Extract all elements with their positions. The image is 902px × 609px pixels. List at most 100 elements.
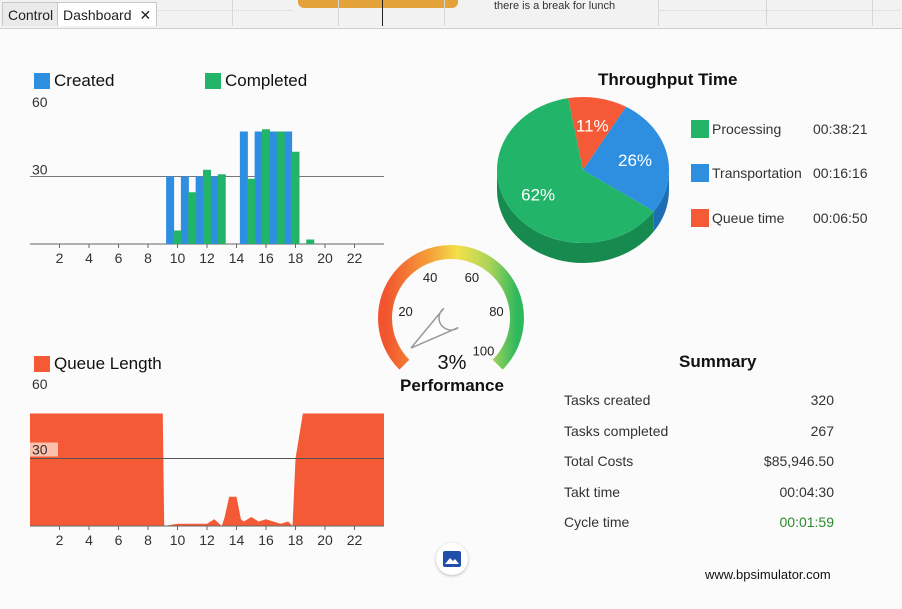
bar-completed (262, 129, 270, 244)
bar-completed (188, 192, 197, 244)
divider (338, 0, 339, 26)
legend-processing-label: Processing (712, 121, 782, 137)
bar-completed (291, 151, 300, 244)
bar-completed (306, 239, 315, 244)
divider (872, 0, 873, 26)
bar-created (180, 176, 189, 244)
y-tick-label: 60 (32, 376, 48, 392)
bar-created (195, 176, 204, 244)
divider (658, 0, 659, 26)
website-link[interactable]: www.bpsimulator.com (705, 567, 831, 582)
summary-value: $85,946.50 (763, 453, 834, 469)
pie-slice-transportation (583, 106, 669, 212)
pie-side (497, 170, 654, 263)
bar-completed (217, 174, 226, 244)
tab-bar: Control Dashboard ✕ there is a break for … (0, 0, 902, 29)
gauge-title: Performance (400, 376, 504, 395)
throughput-title: Throughput Time (598, 70, 738, 89)
close-icon[interactable]: ✕ (139, 7, 152, 23)
summary-label: Tasks created (564, 392, 651, 408)
divider (444, 0, 445, 26)
x-tick-label: 2 (56, 532, 64, 548)
pie-value-label: 26% (618, 151, 652, 170)
queue-area (30, 413, 384, 526)
summary-label: Tasks completed (564, 423, 669, 439)
x-tick-label: 8 (144, 532, 152, 548)
legend-queue-length: Queue Length (34, 354, 162, 374)
divider (232, 0, 233, 26)
x-tick-label: 18 (288, 532, 304, 548)
legend-created-swatch (34, 73, 50, 89)
bar-completed (247, 178, 256, 244)
x-tick-label: 22 (347, 250, 363, 266)
gauge-tick-label: 40 (423, 270, 437, 285)
gauge-tick-label: 60 (465, 270, 479, 285)
x-tick-label: 12 (199, 532, 215, 548)
legend-queue-length-label: Queue Length (54, 354, 162, 373)
legend-queue-time-label: Queue time (712, 210, 785, 226)
gauge-arc (378, 245, 524, 370)
x-tick-label: 22 (347, 532, 363, 548)
tab-dashboard-label: Dashboard (63, 7, 132, 23)
divider (766, 0, 767, 26)
note-tab[interactable] (298, 0, 458, 8)
y-tick-label: 30 (32, 162, 48, 178)
pie-value-label: 11% (576, 116, 609, 135)
x-tick-label: 12 (199, 250, 215, 266)
x-tick-label: 6 (115, 532, 123, 548)
x-tick-label: 4 (85, 532, 93, 548)
gauge-value: 3% (437, 352, 467, 374)
gauge-tick-label: 20 (398, 304, 412, 319)
ruler-dots (158, 10, 293, 17)
summary-title: Summary (679, 352, 757, 371)
legend-completed: Completed (205, 71, 307, 91)
legend-completed-label: Completed (225, 71, 308, 90)
summary-value: 320 (810, 392, 834, 408)
legend-created-label: Created (54, 71, 115, 90)
x-tick-label: 20 (317, 250, 333, 266)
tab-dashboard[interactable]: Dashboard ✕ (57, 2, 158, 26)
x-tick-label: 16 (258, 250, 274, 266)
legend-transportation: Transportation 00:16:16 (691, 164, 891, 182)
summary-label: Takt time (564, 484, 621, 500)
bar-completed (203, 169, 211, 244)
x-tick-label: 16 (258, 532, 274, 548)
legend-queue-time: Queue time 00:06:50 (691, 209, 891, 227)
legend-queue-time-swatch (691, 209, 709, 227)
x-tick-label: 10 (170, 250, 186, 266)
y-tick-label: 30 (32, 442, 48, 458)
bar-created (284, 131, 293, 244)
legend-processing-swatch (691, 120, 709, 138)
legend-transportation-label: Transportation (712, 165, 802, 181)
summary-value: 00:01:59 (779, 514, 835, 530)
y-tick-label: 60 (32, 94, 48, 110)
tab-control[interactable]: Control (2, 2, 60, 26)
x-tick-label: 4 (85, 250, 93, 266)
legend-queue-time-time: 00:06:50 (813, 210, 868, 226)
gauge-tick-label: 100 (473, 344, 495, 359)
bar-created (254, 131, 263, 244)
gauge-tick-label: 80 (489, 304, 503, 319)
tab-control-label: Control (8, 7, 54, 23)
legend-transportation-swatch (691, 164, 709, 182)
x-tick-label: 8 (144, 250, 152, 266)
bar-created (269, 131, 278, 244)
x-tick-label: 2 (56, 250, 64, 266)
image-icon (443, 551, 461, 567)
legend-transportation-time: 00:16:16 (813, 165, 868, 181)
bar-completed (276, 131, 285, 244)
pie-side (653, 170, 669, 232)
bar-created (239, 131, 248, 244)
note-text: there is a break for lunch (494, 0, 616, 12)
legend-processing-time: 00:38:21 (813, 121, 868, 137)
timeline-cursor (382, 0, 383, 26)
export-image-button[interactable] (436, 543, 468, 575)
legend-created: Created (34, 71, 114, 91)
bar-created (210, 176, 219, 244)
bar-created (166, 176, 175, 244)
summary-label: Cycle time (564, 514, 630, 530)
gauge-needle (410, 307, 459, 349)
